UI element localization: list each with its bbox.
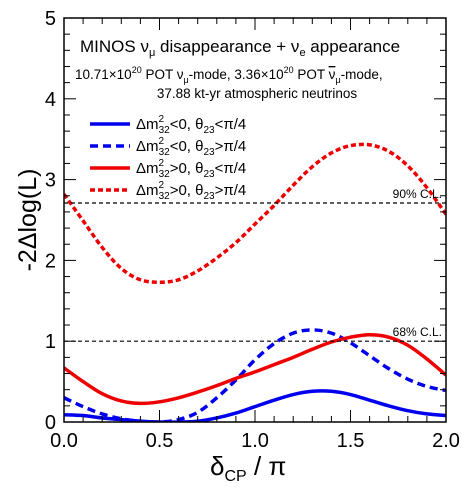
legend-entry-part: <0,: [170, 138, 195, 155]
legend-entry-part: 2: [159, 136, 165, 147]
x-tick-label: 0.5: [146, 430, 174, 452]
y-tick-label: 3: [45, 170, 56, 192]
x-tick-labels: 0.0 0.5 1.0 1.5 2.0: [50, 430, 460, 452]
legend-entry-part: 2: [159, 180, 165, 191]
legend-entry-1: Δm2 32<0, θ23<π/4: [136, 114, 246, 136]
x-tick-label: 0.0: [50, 430, 78, 452]
legend-entry-part: Δm: [136, 160, 159, 177]
x-axis-label: δCP / π: [210, 451, 286, 485]
legend-entry-part: θ: [195, 160, 203, 177]
legend-entry-3: Δm2 32>0, θ23<π/4: [136, 158, 246, 180]
legend-entry-part: 32: [159, 125, 171, 136]
legend-entry-part: θ: [195, 116, 203, 133]
axis-ticks: [63, 17, 447, 423]
y-axis-label: -2Δlog(L): [14, 169, 42, 272]
legend-entry-part: 23: [203, 191, 215, 202]
legend-entry-part: <π/4: [215, 116, 247, 133]
reference-line-label-1: 90% C.L.: [393, 187, 442, 201]
legend-entry-part: 32: [159, 169, 171, 180]
legend-entry-part: <π/4: [215, 160, 247, 177]
chart-title: MINOS νμ disappearance + νe appearance: [80, 37, 400, 59]
legend-entry-part: Δm: [136, 138, 159, 155]
reference-lines: 90% C.L. 68% C.L.: [64, 187, 446, 342]
series-curves: [64, 142, 446, 422]
y-tick-label: 4: [45, 89, 56, 111]
y-tick-label: 2: [45, 250, 56, 272]
legend-entry-part: θ: [195, 138, 203, 155]
legend-entry-part: 32: [159, 191, 171, 202]
chart-subtitle-line1: 10.71×1020 POT νμ-mode, 3.36×1020 POT νμ…: [75, 65, 383, 85]
legend-entry-part: Δm: [136, 116, 159, 133]
legend-entry-part: >π/4: [215, 138, 247, 155]
y-tick-labels: 0 1 2 3 4 5: [45, 8, 56, 434]
x-tick-label: 2.0: [432, 430, 460, 452]
legend-entry-part: 23: [203, 125, 215, 136]
series-line-3: [64, 332, 446, 406]
series-line-2: [64, 328, 446, 422]
legend-entry-part: Δm: [136, 182, 159, 199]
y-tick-label: 0: [45, 412, 56, 434]
y-tick-label: 1: [45, 331, 56, 353]
chart-subtitle-line2: 37.88 kt-yr atmospheric neutrinos: [157, 86, 358, 101]
legend-entry-part: θ: [195, 182, 203, 199]
legend-entry-part: <0,: [170, 116, 195, 133]
legend-entry-part: >π/4: [215, 182, 247, 199]
legend-entry-part: >0,: [170, 160, 195, 177]
x-tick-label: 1.0: [241, 430, 269, 452]
legend-entry-part: 23: [203, 147, 215, 158]
legend-entry-2: Δm2 32<0, θ23>π/4: [136, 136, 246, 158]
legend-entry-part: 2: [159, 158, 165, 169]
legend-entry-part: 23: [203, 169, 215, 180]
x-tick-label: 1.5: [337, 430, 365, 452]
reference-line-label-2: 68% C.L.: [393, 325, 442, 339]
legend-entry-part: 32: [159, 147, 171, 158]
legend-entry-4: Δm2 32>0, θ23>π/4: [136, 180, 246, 202]
legend-entry-part: >0,: [170, 182, 195, 199]
y-tick-label: 5: [45, 8, 56, 30]
series-line-4: [64, 142, 446, 284]
legend-entry-part: 2: [159, 114, 165, 125]
